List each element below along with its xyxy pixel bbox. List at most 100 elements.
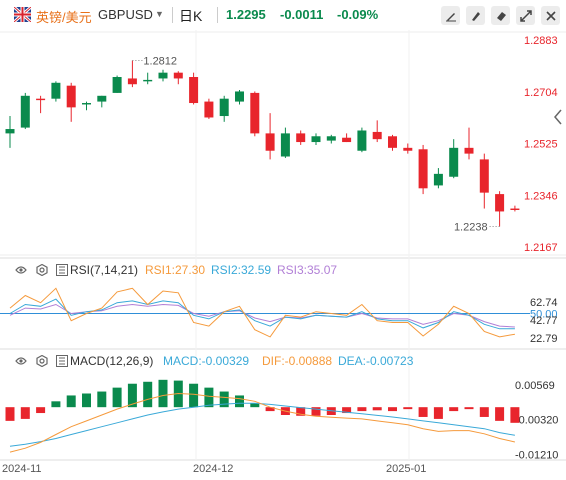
price-axis-label: 1.2346 [524, 190, 558, 202]
macd-bar [403, 407, 413, 410]
macd-axis-label: 0.00569 [515, 380, 555, 392]
candle [143, 79, 153, 82]
macd-bar [36, 407, 46, 414]
macd-bar [250, 403, 260, 408]
eye-icon[interactable] [15, 264, 27, 276]
settings-icon[interactable] [36, 355, 48, 367]
pencil-icon [445, 12, 456, 21]
candle [5, 129, 15, 134]
candle [51, 82, 61, 99]
eraser-button[interactable] [491, 6, 510, 25]
macd-header: MACD(12,26,9) MACD:-0.00329 DIF:-0.00888… [0, 352, 566, 370]
candle [20, 95, 30, 128]
indicator-list-icon[interactable] [56, 264, 68, 276]
rsi3-value: RSI3:35.07 [277, 263, 338, 277]
rsi-axis-label: 50.00 [530, 309, 558, 321]
price-change-percent: -0.09% [337, 7, 379, 22]
dif-value: DIF:-0.00888 [262, 354, 333, 368]
indicator-list-icon[interactable] [56, 355, 68, 367]
x-axis-label: 2024-11 [2, 463, 42, 475]
candle [464, 147, 474, 154]
draw-pen-button[interactable] [466, 6, 485, 25]
macd-bar [418, 407, 428, 417]
macd-bar [235, 395, 244, 408]
expand-button[interactable] [516, 6, 535, 25]
candle [388, 136, 397, 148]
price-change: -0.0011 [280, 7, 324, 22]
macd-bar [189, 383, 199, 408]
candle [479, 159, 489, 193]
rsi-axis-label: 42.77 [530, 315, 558, 327]
pair-symbol[interactable]: GBPUSD [98, 7, 153, 22]
candle [204, 101, 214, 118]
rsi-title[interactable]: RSI(7,14,21) [70, 263, 139, 277]
pair-name[interactable]: 英镑/美元 [36, 10, 92, 25]
candle [296, 133, 306, 143]
period-selector[interactable]: 日K [179, 8, 203, 24]
macd-bar [143, 381, 153, 408]
macd-bar [112, 387, 122, 408]
macd-bar [433, 407, 443, 419]
macd-bar [5, 407, 15, 421]
candle [112, 77, 122, 93]
macd-bar [219, 391, 229, 408]
close-button[interactable] [541, 6, 560, 25]
candle [66, 85, 76, 108]
chart-header: 英镑/美元 GBPUSD ▼ 日K 1.2295 -0.0011 -0.09% [0, 0, 566, 30]
candle [158, 72, 168, 79]
candle [418, 149, 428, 189]
macd-bar [311, 407, 321, 416]
price-axis-label: 1.2883 [524, 35, 558, 47]
macd-axis-label: -0.01210 [515, 449, 558, 461]
eye-icon[interactable] [15, 355, 27, 367]
divider [172, 7, 173, 23]
high-price-label: 1.2812 [143, 56, 177, 68]
macd-bar [495, 407, 505, 421]
rsi-axis-label: 22.79 [530, 333, 558, 345]
candle [219, 98, 229, 117]
macd-bar [265, 407, 275, 412]
draw-line-button[interactable] [441, 6, 460, 25]
candle [235, 91, 244, 102]
macd-bar [66, 395, 76, 408]
x-axis-label: 2024-12 [193, 463, 233, 475]
eraser-icon [496, 11, 506, 21]
macd-bar [464, 407, 474, 410]
macd-bar [357, 407, 367, 412]
rsi1-value: RSI1:27.30 [145, 263, 206, 277]
rsi-axis-label: 62.74 [530, 297, 558, 309]
candle [36, 98, 46, 101]
candle [250, 92, 260, 134]
macd-bar [158, 379, 168, 408]
macd-bar [479, 407, 489, 417]
pen-icon [471, 11, 480, 21]
rsi1-line [9, 287, 515, 338]
settings-icon[interactable] [36, 264, 48, 276]
candle [173, 72, 183, 79]
low-price-label: 1.2238 [454, 221, 488, 233]
price-axis-label: 1.2167 [524, 242, 558, 254]
candle [510, 208, 520, 210]
divider [217, 7, 218, 23]
candle [82, 103, 91, 105]
dea-value: DEA:-0.00723 [338, 354, 414, 368]
macd-axis-label: -0.00320 [515, 415, 558, 427]
candle [372, 131, 382, 140]
candle [357, 130, 367, 151]
macd-title[interactable]: MACD(12,26,9) [70, 354, 154, 368]
chevron-down-icon[interactable]: ▼ [155, 9, 164, 19]
candle [403, 147, 413, 151]
macd-bar [449, 407, 459, 412]
candle [97, 95, 107, 102]
uk-flag-icon [14, 7, 31, 22]
chevron-left-icon[interactable] [552, 107, 564, 127]
macd-bar [296, 407, 306, 416]
candle [311, 136, 321, 143]
candle [280, 133, 290, 157]
macd-bar [97, 391, 107, 408]
macd-bar [51, 401, 61, 408]
price-axis-label: 1.2525 [524, 139, 558, 151]
macd-bar [204, 387, 214, 408]
macd-bar [127, 383, 137, 408]
